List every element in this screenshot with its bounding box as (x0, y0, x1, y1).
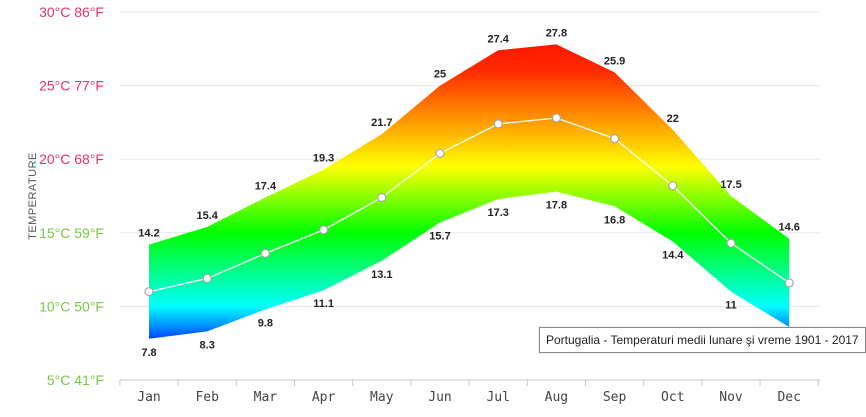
y-axis-ticks: 30°C 86°F 25°C 77°F 20°C 68°F 15°C 59°F 10°C… (39, 4, 104, 388)
average-temperature-line (148, 117, 790, 293)
low-value-label: 11 (725, 300, 737, 312)
average-point[interactable] (668, 181, 678, 191)
y-tick-label: 10°C 50°F (39, 298, 104, 314)
y-tick-label: 20°C 68°F (39, 151, 104, 167)
average-point[interactable] (377, 192, 387, 203)
average-point[interactable] (493, 119, 503, 129)
x-tick-label: Mar (254, 390, 278, 405)
x-axis: Jan Feb Mar Apr May Jun Jul Aug Sep Oct Nov Dec (119, 379, 820, 405)
high-value-label: 21.7 (371, 117, 392, 129)
low-value-label: 17.8 (546, 200, 567, 212)
x-tick-label: Dec (777, 390, 800, 405)
high-value-label: 19.3 (313, 153, 334, 165)
high-value-label: 27.4 (487, 33, 509, 45)
average-point[interactable] (435, 148, 445, 158)
average-point[interactable] (726, 238, 736, 248)
high-value-label: 14.6 (778, 222, 799, 234)
y-tick-label: 30°C 86°F (39, 4, 104, 20)
x-tick-label: Oct (661, 390, 684, 405)
x-tick-label: Jan (137, 390, 160, 405)
y-axis-title: TEMPERATURE (27, 152, 39, 240)
average-point[interactable] (609, 133, 620, 144)
high-value-label: 17.5 (720, 179, 741, 191)
y-tick-label: 5°C 41°F (47, 372, 104, 388)
average-point[interactable] (551, 113, 562, 123)
low-value-label: 15.7 (429, 230, 450, 242)
temperature-range-area (149, 44, 790, 339)
high-value-label: 15.4 (196, 210, 218, 222)
low-value-label: 14.4 (662, 250, 684, 262)
average-point[interactable] (260, 248, 270, 259)
x-tick-label: Sep (603, 390, 627, 405)
low-value-label: 7.8 (141, 347, 156, 359)
high-value-label: 14.2 (138, 228, 159, 240)
high-value-label: 22 (667, 113, 679, 125)
x-tick-label: May (370, 390, 394, 405)
low-value-label: 11.1 (313, 298, 334, 310)
high-value-label: 25.9 (604, 55, 625, 67)
high-value-label: 17.4 (255, 180, 277, 192)
x-tick-label: Nov (719, 390, 743, 405)
low-value-label: 8.3 (200, 339, 215, 351)
average-points (144, 113, 794, 297)
y-tick-label: 25°C 77°F (39, 78, 104, 94)
temperature-band (149, 44, 790, 339)
low-value-label: 17.3 (487, 207, 508, 219)
data-labels: 14.2 15.4 17.4 19.3 21.7 25 27.4 27.8 25.9 22 17.5… (138, 27, 800, 358)
average-point[interactable] (784, 278, 794, 288)
low-value-label: 13.1 (371, 269, 392, 281)
high-value-label: 25 (434, 69, 446, 81)
low-value-label: 9.8 (258, 317, 273, 329)
low-value-label: 16.8 (604, 214, 625, 226)
x-tick-label: Apr (312, 390, 336, 405)
high-value-label: 27.8 (546, 27, 567, 39)
average-point[interactable] (144, 287, 154, 297)
average-point[interactable] (319, 225, 329, 235)
chart-tooltip: Portugalia - Temperaturi medii lunare şi… (539, 327, 866, 353)
x-tick-label: Aug (545, 390, 568, 405)
average-line (148, 117, 790, 293)
y-tick-label: 15°C 59°F (39, 225, 104, 241)
x-tick-label: Jul (486, 390, 509, 405)
x-tick-label: Jun (428, 390, 451, 405)
x-tick-label: Feb (195, 390, 219, 405)
average-point[interactable] (202, 273, 212, 284)
